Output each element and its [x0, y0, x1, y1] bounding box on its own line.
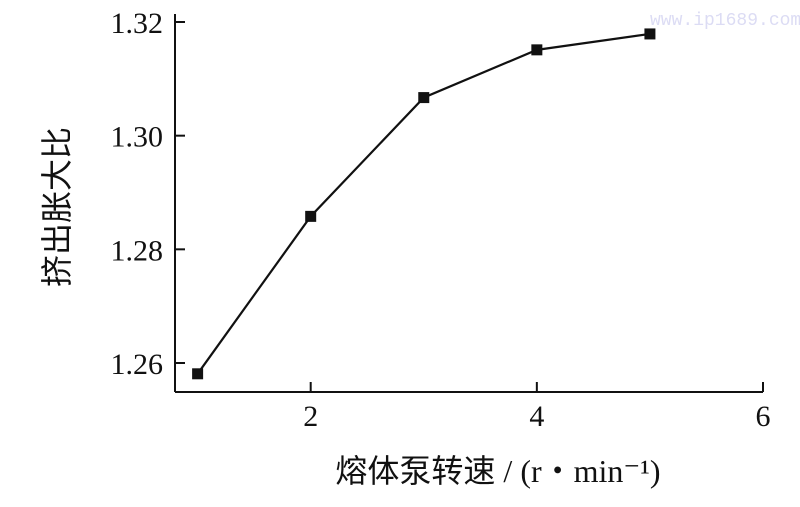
markers: [192, 28, 656, 380]
x-tick-label: 2: [303, 400, 318, 433]
x-tick-label: 6: [756, 400, 771, 433]
axes: [174, 14, 763, 393]
data-point-marker: [192, 368, 204, 380]
x-tick-label: 4: [529, 400, 544, 433]
data-point-marker: [418, 92, 430, 104]
data-point-marker: [305, 210, 317, 222]
data-point-marker: [531, 44, 543, 56]
series-line: [196, 32, 651, 375]
y-tick-label: 1.28: [111, 234, 164, 267]
y-tick-label: 1.30: [111, 121, 164, 154]
ticks: 2 4 6 1.26 1.28 1.30 1.32: [111, 7, 771, 433]
y-tick-label: 1.32: [111, 7, 164, 40]
x-axis-title: 熔体泵转速 / (r・min⁻¹): [335, 453, 660, 489]
watermark: www.ip1689.com: [650, 11, 800, 31]
y-tick-label: 1.26: [111, 348, 164, 381]
data-point-marker: [644, 28, 656, 40]
y-axis-title: 挤出胀大比: [39, 127, 75, 287]
